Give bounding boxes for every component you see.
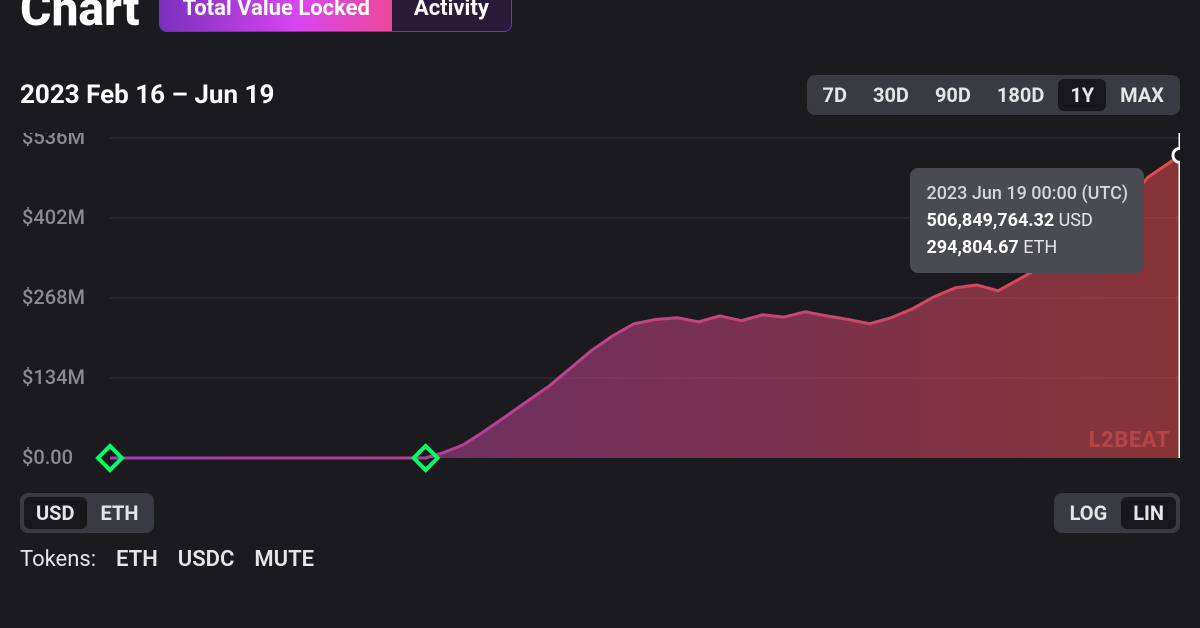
token-eth[interactable]: ETH <box>116 547 158 572</box>
tooltip-usd-value: 506,849,764.32 <box>926 210 1054 231</box>
range-90d[interactable]: 90D <box>923 79 983 111</box>
range-7d[interactable]: 7D <box>811 79 859 111</box>
tooltip-usd-unit: USD <box>1059 210 1093 231</box>
scale-lin[interactable]: LIN <box>1121 497 1176 529</box>
scale-log[interactable]: LOG <box>1058 497 1120 529</box>
l2beat-watermark: L2BEAT <box>1089 428 1170 453</box>
currency-toggle: USDETH <box>20 493 154 533</box>
svg-text:$536M: $536M <box>22 133 85 149</box>
date-range: 2023 Feb 16 – Jun 19 <box>20 80 274 110</box>
token-usdc[interactable]: USDC <box>178 547 235 572</box>
range-180d[interactable]: 180D <box>985 79 1056 111</box>
chart-tooltip: 2023 Jun 19 00:00 (UTC) 506,849,764.32 U… <box>910 168 1144 273</box>
tab-activity[interactable]: Activity <box>392 0 511 31</box>
currency-usd[interactable]: USD <box>24 497 87 529</box>
tooltip-date: 2023 Jun 19 00:00 (UTC) <box>926 180 1128 207</box>
chart-tab-group: Total Value LockedActivity <box>159 0 511 32</box>
currency-eth[interactable]: ETH <box>89 497 151 529</box>
token-mute[interactable]: MUTE <box>254 547 314 572</box>
svg-text:$0.00: $0.00 <box>22 445 73 469</box>
range-1y[interactable]: 1Y <box>1058 79 1106 111</box>
tooltip-eth-value: 294,804.67 <box>926 237 1018 258</box>
tokens-row: Tokens: ETH USDC MUTE <box>20 547 1180 572</box>
svg-text:$402M: $402M <box>22 205 85 229</box>
svg-text:$268M: $268M <box>22 285 85 309</box>
svg-text:$134M: $134M <box>22 365 85 389</box>
tooltip-eth-unit: ETH <box>1023 237 1057 258</box>
tab-tvl[interactable]: Total Value Locked <box>160 0 391 31</box>
range-max[interactable]: MAX <box>1108 79 1176 111</box>
page-title: Chart <box>20 0 139 37</box>
time-range-selector: 7D30D90D180D1YMAX <box>807 75 1181 115</box>
tokens-label: Tokens: <box>20 547 96 572</box>
range-30d[interactable]: 30D <box>861 79 921 111</box>
tvl-chart[interactable]: $536M $402M $268M $134M $0.00 L2BEAT 2023 Ju… <box>20 133 1180 483</box>
scale-toggle: LOGLIN <box>1054 493 1180 533</box>
